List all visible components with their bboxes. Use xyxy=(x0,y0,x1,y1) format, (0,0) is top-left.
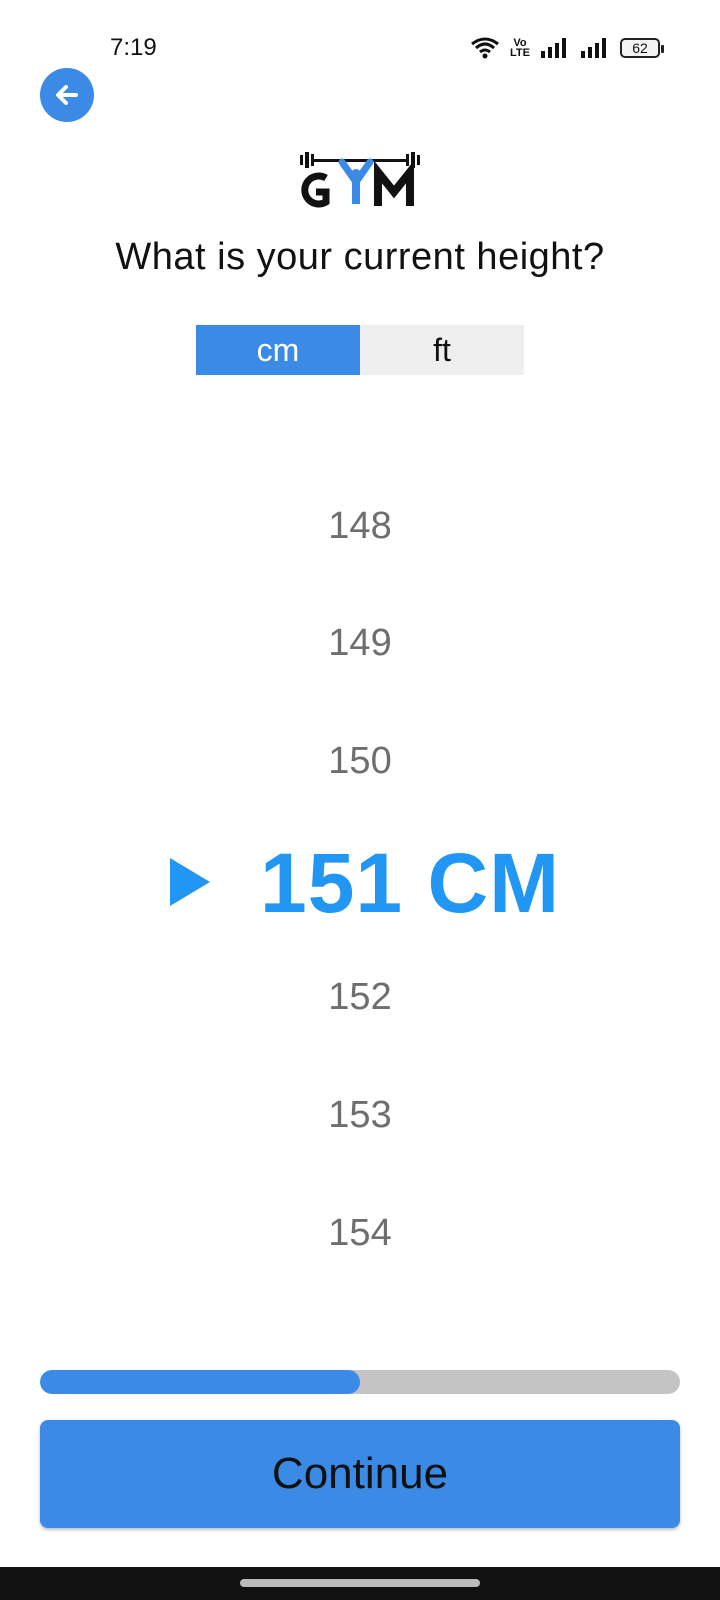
volte-bottom-label: LTE xyxy=(510,47,530,59)
progress-bar xyxy=(40,1370,680,1394)
continue-button[interactable]: Continue xyxy=(40,1420,680,1528)
status-time: 7:19 xyxy=(110,34,157,61)
status-bar: 7:19 Vo LTE 62 xyxy=(0,0,720,96)
signal-icon xyxy=(581,38,606,58)
back-button[interactable] xyxy=(40,68,94,122)
picker-item[interactable]: 153 xyxy=(328,1094,392,1136)
picker-item[interactable]: 148 xyxy=(328,505,392,547)
page-title: What is your current height? xyxy=(115,236,605,278)
home-gesture-handle[interactable] xyxy=(240,1579,480,1587)
gym-logo xyxy=(290,148,430,214)
arrow-left-icon xyxy=(56,85,78,105)
unit-option-cm[interactable]: cm xyxy=(196,325,360,375)
wifi-icon xyxy=(471,37,499,59)
picker-item[interactable]: 154 xyxy=(328,1212,392,1254)
system-nav-bar xyxy=(0,1567,720,1600)
picker-item[interactable]: 149 xyxy=(328,622,392,664)
selected-height-value: 151 CM xyxy=(260,836,561,930)
picker-selected-row[interactable]: 151 CM xyxy=(0,838,720,928)
volte-icon: Vo LTE xyxy=(510,37,530,59)
unit-toggle: cm ft xyxy=(196,325,524,375)
triangle-right-icon xyxy=(170,858,210,906)
volte-top-label: Vo xyxy=(513,37,527,49)
unit-option-ft[interactable]: ft xyxy=(360,325,524,375)
battery-icon: 62 xyxy=(620,38,664,58)
status-icons: Vo LTE 62 xyxy=(470,34,664,62)
progress-fill xyxy=(40,1370,360,1394)
signal-icon xyxy=(541,38,566,58)
picker-item[interactable]: 152 xyxy=(328,976,392,1018)
battery-level: 62 xyxy=(632,40,648,56)
picker-item[interactable]: 150 xyxy=(328,740,392,782)
